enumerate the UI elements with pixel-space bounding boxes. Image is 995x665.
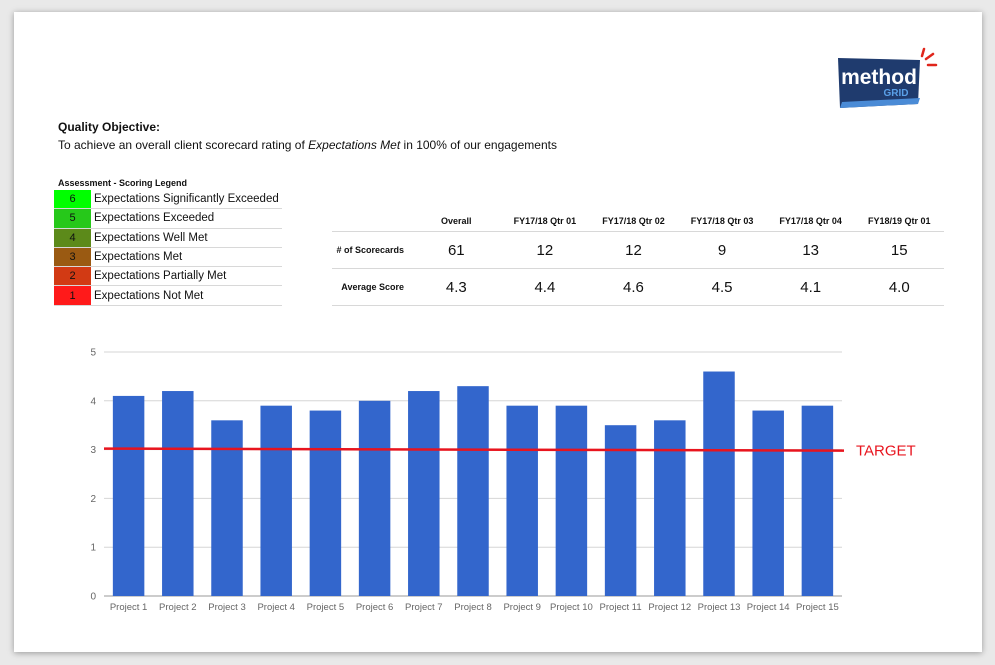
bar (260, 405, 292, 596)
stats-value: 4.5 (711, 278, 733, 296)
bar (506, 405, 538, 596)
logo-line1: method (841, 66, 917, 89)
project-score-chart: 0 1 2 3 4 5 Project 1 Project 2 Project 3 Project… (14, 12, 982, 652)
target-label: TARGET (856, 443, 916, 460)
x-tick-label: Project 6 (356, 602, 394, 613)
x-tick-label: Project 12 (648, 602, 691, 613)
objective-text: To achieve an overall client scorecard r… (58, 138, 557, 152)
stats-value: 13 (802, 241, 820, 259)
x-tick-label: Project 5 (307, 602, 345, 613)
bar (604, 425, 637, 596)
stats-header: FY17/18 Qtr 04 (779, 216, 842, 226)
x-tick-label: Project 4 (257, 602, 295, 613)
stats-header-row: Overall FY17/18 Qtr 01 FY17/18 Qtr 02 FY… (332, 211, 944, 231)
legend-item: 1 Expectations Not Met (54, 286, 282, 306)
stats-value: 4.1 (800, 278, 822, 296)
scorecard-stats-table: Overall FY17/18 Qtr 01 FY17/18 Qtr 02 FY… (332, 211, 944, 306)
legend-item: 2 Expectations Partially Met (54, 267, 282, 287)
method-grid-logo: method GRID (838, 47, 938, 108)
x-tick-label: Project 11 (600, 602, 642, 613)
bar (457, 386, 489, 596)
logo-spark-icon (920, 47, 938, 67)
report-sheet: method GRID Quality Objective: To achiev… (14, 12, 982, 652)
legend-label: Expectations Not Met (94, 289, 204, 302)
x-tick-label: Project 1 (110, 602, 148, 613)
x-tick-label: Project 3 (208, 602, 246, 613)
stats-header: FY18/19 Qtr 01 (867, 216, 931, 226)
legend-item: 4 Expectations Well Met (54, 228, 282, 248)
x-tick-label: Project 14 (747, 602, 790, 613)
stats-value: 61 (447, 241, 465, 259)
x-tick-label: Project 13 (698, 602, 741, 613)
bar (555, 405, 588, 596)
stats-row-scorecards: # of Scorecards 61 12 12 9 13 15 (332, 231, 944, 268)
bar (654, 420, 686, 596)
x-tick-label: Project 15 (796, 602, 839, 613)
legend-item: 6 Expectations Significantly Exceeded (54, 190, 282, 210)
legend-title: Assessment - Scoring Legend (58, 178, 188, 188)
bar (408, 391, 440, 596)
bar-chart-svg: 0 1 2 3 4 5 Project 1 Project 2 Project 3 Project… (90, 348, 916, 614)
stats-value: 4.0 (888, 278, 910, 296)
legend-score: 6 (54, 190, 91, 209)
bar (801, 405, 834, 596)
y-tick-label: 1 (90, 543, 96, 554)
stats-header: FY17/18 Qtr 01 (513, 216, 577, 226)
stats-row-label: # of Scorecards (336, 245, 404, 255)
y-tick-label: 3 (90, 445, 96, 456)
bar (309, 410, 342, 596)
stats-value: 4.6 (623, 278, 644, 296)
bar (358, 400, 391, 596)
legend-score: 4 (54, 228, 91, 247)
y-tick-label: 0 (90, 592, 96, 603)
x-tick-label: Project 2 (159, 602, 197, 613)
y-tick-label: 4 (90, 396, 96, 407)
target-line (103, 447, 845, 452)
y-tick-label: 2 (90, 494, 96, 505)
stats-value: 12 (536, 241, 554, 259)
stats-value: 9 (717, 241, 727, 259)
objective-title: Quality Objective: (58, 120, 161, 134)
stats-value: 12 (625, 241, 642, 259)
legend-label: Expectations Met (94, 251, 183, 264)
stats-header: FY17/18 Qtr 02 (602, 216, 665, 226)
stats-row-label: Average Score (341, 282, 404, 292)
bar (703, 371, 735, 596)
legend-item: 3 Expectations Met (54, 247, 282, 268)
y-tick-label: 5 (90, 348, 96, 359)
objective-emphasis: Expectations Met (308, 138, 401, 152)
stats-header: FY17/18 Qtr 03 (690, 216, 754, 226)
stats-value: 15 (890, 241, 908, 259)
logo-line2: GRID (884, 88, 909, 99)
stats-value: 4.3 (445, 278, 467, 296)
stats-row-average: Average Score 4.3 4.4 4.6 4.5 4.1 4.0 (332, 268, 944, 306)
legend-label: Expectations Exceeded (94, 212, 215, 225)
x-tick-label: Project 10 (550, 602, 593, 613)
x-tick-label: Project 8 (454, 602, 492, 613)
scoring-legend: Assessment - Scoring Legend 6 Expectatio… (54, 178, 282, 306)
stats-header: Overall (441, 216, 472, 226)
x-tick-label: Project 9 (503, 602, 541, 613)
legend-score: 5 (54, 209, 91, 228)
legend-label: Expectations Well Met (94, 231, 208, 244)
bar (211, 420, 243, 596)
stats-value: 4.4 (534, 278, 556, 296)
legend-score: 2 (54, 267, 91, 286)
legend-label: Expectations Partially Met (94, 270, 227, 283)
legend-score: 3 (54, 247, 91, 267)
x-tick-label: Project 7 (405, 602, 443, 613)
bar (162, 391, 194, 596)
legend-item: 5 Expectations Exceeded (54, 209, 282, 229)
legend-score: 1 (54, 286, 91, 305)
bar (112, 395, 145, 596)
legend-label: Expectations Significantly Exceeded (94, 193, 279, 206)
bar (752, 410, 784, 596)
